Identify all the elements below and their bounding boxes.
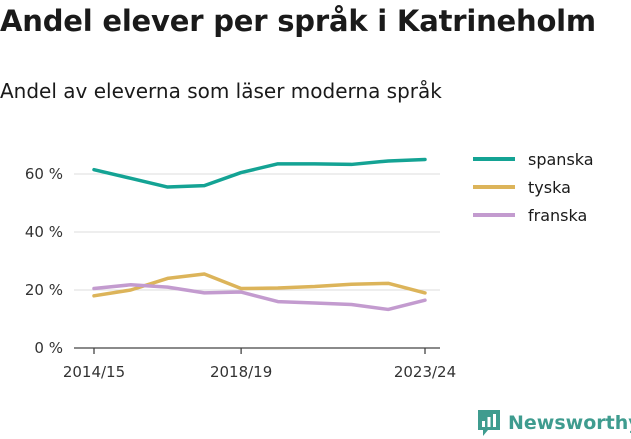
series-line-franska bbox=[92, 283, 427, 312]
line-chart: 0 % 20 % 40 % 60 % 2014/15 2018/19 2023/24 sp… bbox=[25, 150, 594, 381]
y-tick-label: 20 % bbox=[25, 281, 63, 299]
x-tick-label: 2018/19 bbox=[210, 363, 272, 381]
y-tick-label: 60 % bbox=[25, 165, 63, 183]
series-line-spanska bbox=[92, 157, 427, 189]
newsworthy-logo-icon bbox=[478, 410, 500, 436]
x-axis: 2014/15 2018/19 2023/24 bbox=[63, 348, 456, 381]
chart-title: Andel elever per språk i Katrineholm bbox=[0, 4, 596, 38]
legend-label-franska: franska bbox=[528, 206, 587, 225]
grid: 0 % 20 % 40 % 60 % bbox=[25, 165, 440, 357]
series-lines bbox=[92, 157, 427, 312]
y-tick-label: 40 % bbox=[25, 223, 63, 241]
legend-label-spanska: spanska bbox=[528, 150, 594, 169]
x-tick-label: 2014/15 bbox=[63, 363, 125, 381]
x-tick-label: 2023/24 bbox=[394, 363, 456, 381]
chart-subtitle: Andel av eleverna som läser moderna språ… bbox=[0, 79, 442, 103]
brand-name: Newsworthy bbox=[508, 412, 631, 434]
y-tick-label: 0 % bbox=[34, 339, 63, 357]
brand-logo: Newsworthy bbox=[476, 408, 631, 438]
legend-label-tyska: tyska bbox=[528, 178, 571, 197]
legend: spanska tyska franska bbox=[473, 150, 594, 225]
